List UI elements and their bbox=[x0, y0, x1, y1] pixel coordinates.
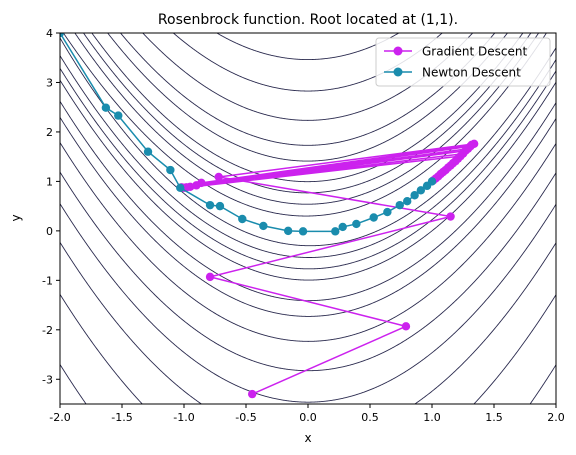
series-1-point-0 bbox=[60, 33, 65, 38]
series-0-point-0 bbox=[248, 389, 257, 399]
series-1-point-8 bbox=[238, 214, 247, 224]
legend-label-newton: Newton Descent bbox=[422, 66, 521, 80]
contour-level-8-lower bbox=[60, 202, 556, 403]
contour-level-2-lower bbox=[60, 67, 556, 270]
series-0-point-1 bbox=[401, 322, 411, 331]
contour-level-3-lower bbox=[60, 79, 556, 281]
series-1-point-13 bbox=[338, 222, 347, 232]
series-1-point-14 bbox=[352, 219, 361, 229]
x-tick-label: 0.0 bbox=[299, 411, 317, 424]
contour-lines bbox=[60, 33, 556, 404]
x-tick-label: -1.5 bbox=[111, 411, 132, 424]
legend-label-gradient: Gradient Descent bbox=[422, 45, 528, 59]
legend-marker-newton bbox=[393, 67, 403, 77]
series-1-point-20 bbox=[416, 186, 426, 195]
series-1-point-15 bbox=[369, 213, 378, 222]
x-tick-label: 1.0 bbox=[423, 411, 441, 424]
y-tick-label: -1 bbox=[42, 274, 53, 287]
contour-level-9-lower bbox=[60, 241, 556, 404]
x-tick-label: -2.0 bbox=[49, 411, 70, 424]
series-0-point-3 bbox=[446, 212, 455, 221]
series-1-point-9 bbox=[259, 221, 268, 231]
series-1-point-5 bbox=[176, 183, 185, 193]
series-1-point-19 bbox=[410, 191, 419, 200]
contour-level-3-upper bbox=[91, 33, 524, 183]
contour-level-8-upper bbox=[215, 33, 400, 61]
legend: Gradient Descent Newton Descent bbox=[375, 37, 551, 87]
series-layer bbox=[60, 33, 479, 399]
contour-level-5-lower bbox=[60, 116, 556, 317]
series-1-point-18 bbox=[403, 196, 412, 206]
series-1-point-17 bbox=[395, 200, 404, 210]
series-1-point-3 bbox=[143, 147, 153, 156]
y-tick-label: 1 bbox=[46, 175, 53, 188]
series-1-point-6 bbox=[205, 200, 215, 210]
legend-marker-gradient bbox=[393, 46, 403, 56]
legend-box bbox=[375, 37, 551, 87]
y-tick-label: 4 bbox=[46, 27, 53, 40]
series-1-point-2 bbox=[114, 111, 123, 120]
series-1-point-10 bbox=[283, 226, 293, 236]
contour-level-7-lower bbox=[60, 171, 556, 372]
contour-level-2-upper bbox=[82, 33, 532, 194]
series-1-point-1 bbox=[101, 103, 111, 112]
series-0-point-2 bbox=[205, 272, 215, 282]
series-1-point-12 bbox=[331, 227, 340, 236]
y-tick-label: 3 bbox=[46, 76, 53, 89]
y-axis-ticks: -3 -2 -1 0 1 2 3 4 bbox=[42, 27, 60, 386]
series-0-point-4 bbox=[214, 172, 223, 182]
series-1-point-7 bbox=[215, 201, 225, 211]
chart-title: Rosenbrock function. Root located at (1,… bbox=[158, 12, 458, 28]
series-1-point-4 bbox=[166, 165, 175, 175]
y-axis-label: y bbox=[9, 214, 23, 221]
x-tick-label: -0.5 bbox=[235, 411, 256, 424]
x-axis-ticks: -2.0 -1.5 -1.0 -0.5 0.0 0.5 1.0 1.5 2.0 bbox=[49, 404, 565, 424]
contour-level-0-upper bbox=[62, 33, 547, 217]
x-axis-label: x bbox=[304, 431, 311, 445]
series-1-point-16 bbox=[383, 207, 392, 217]
x-tick-label: 1.5 bbox=[485, 411, 503, 424]
x-tick-label: -1.0 bbox=[173, 411, 194, 424]
contour-level-10-lower bbox=[60, 293, 556, 404]
x-tick-label: 0.5 bbox=[361, 411, 379, 424]
contour-level-4-lower bbox=[60, 100, 556, 302]
y-tick-label: -3 bbox=[42, 373, 53, 386]
contour-level-6-lower bbox=[60, 141, 556, 342]
contour-level-1-upper bbox=[74, 33, 540, 205]
contour-level-7-upper bbox=[172, 33, 443, 92]
x-tick-label: 2.0 bbox=[547, 411, 565, 424]
y-tick-label: -2 bbox=[42, 324, 53, 337]
contour-level-1-lower bbox=[60, 54, 556, 258]
series-1-point-11 bbox=[298, 227, 308, 236]
y-tick-label: 0 bbox=[46, 225, 53, 238]
series-1-point-22 bbox=[427, 177, 437, 186]
contour-level-0-lower bbox=[60, 37, 556, 247]
y-tick-label: 2 bbox=[46, 126, 53, 139]
contour-level-6-upper bbox=[142, 33, 474, 121]
